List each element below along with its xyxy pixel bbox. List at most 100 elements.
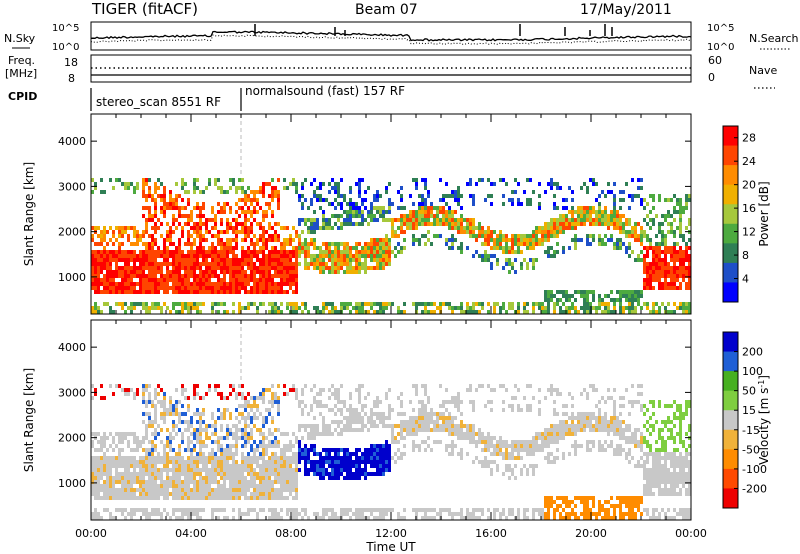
power-cell <box>463 226 466 230</box>
power-cell <box>268 226 271 230</box>
power-cell <box>199 270 202 274</box>
velocity-cell <box>226 432 229 436</box>
velocity-cell <box>238 516 241 520</box>
power-cell <box>112 310 115 314</box>
power-cell <box>295 278 298 282</box>
power-cell <box>211 266 214 270</box>
velocity-cell <box>112 480 115 484</box>
velocity-cell <box>154 468 157 472</box>
power-cell <box>343 242 346 246</box>
velocity-cell <box>160 388 163 392</box>
power-cell <box>148 206 151 210</box>
power-cell <box>682 238 685 242</box>
power-cell <box>268 302 271 306</box>
velocity-cell <box>133 492 136 496</box>
velocity-cell <box>271 420 274 424</box>
power-cell <box>157 254 160 258</box>
velocity-cell <box>184 496 187 500</box>
power-cell <box>250 270 253 274</box>
velocity-cell <box>214 496 217 500</box>
power-cell <box>103 234 106 238</box>
velocity-cell <box>370 452 373 456</box>
power-cell <box>238 302 241 306</box>
power-cell <box>631 250 634 254</box>
power-cell <box>205 266 208 270</box>
velocity-cell <box>145 516 148 520</box>
power-cell <box>328 226 331 230</box>
power-cell <box>553 206 556 210</box>
velocity-cell <box>307 432 310 436</box>
power-cell <box>106 278 109 282</box>
power-cell <box>604 194 607 198</box>
power-cell <box>199 222 202 226</box>
power-cell <box>136 270 139 274</box>
power-cell <box>154 242 157 246</box>
power-cell <box>316 194 319 198</box>
power-cell <box>532 190 535 194</box>
power-cell <box>109 282 112 286</box>
power-cell <box>442 210 445 214</box>
power-cell <box>103 254 106 258</box>
power-cell <box>325 250 328 254</box>
power-cell <box>151 218 154 222</box>
power-cell <box>220 282 223 286</box>
velocity-cell <box>358 476 361 480</box>
power-cell <box>631 234 634 238</box>
power-cell <box>244 306 247 310</box>
velocity-cell <box>178 468 181 472</box>
velocity-cell <box>325 404 328 408</box>
velocity-cell <box>253 440 256 444</box>
velocity-cell <box>169 480 172 484</box>
velocity-cell <box>283 496 286 500</box>
velocity-cell <box>109 460 112 464</box>
power-cell <box>286 262 289 266</box>
velocity-cell <box>265 448 268 452</box>
velocity-cell <box>274 516 277 520</box>
velocity-cell <box>355 508 358 512</box>
power-cell <box>202 246 205 250</box>
velocity-cell <box>214 432 217 436</box>
velocity-cell <box>94 448 97 452</box>
power-cell <box>364 258 367 262</box>
velocity-cell <box>127 432 130 436</box>
velocity-cell <box>313 436 316 440</box>
velocity-cell <box>163 452 166 456</box>
velocity-cell <box>265 488 268 492</box>
power-cell <box>670 226 673 230</box>
power-cell <box>295 190 298 194</box>
power-cell <box>586 186 589 190</box>
velocity-cell <box>391 432 394 436</box>
power-cell <box>682 266 685 270</box>
power-cell <box>526 178 529 182</box>
power-cell <box>685 282 688 286</box>
velocity-cell <box>265 492 268 496</box>
velocity-cell <box>208 452 211 456</box>
power-cell <box>274 290 277 294</box>
power-cell <box>550 230 553 234</box>
power-cell <box>457 198 460 202</box>
power-cell <box>673 302 676 306</box>
power-cell <box>367 254 370 258</box>
power-cell <box>271 246 274 250</box>
power-cell <box>616 246 619 250</box>
power-cell <box>445 214 448 218</box>
velocity-cell <box>349 396 352 400</box>
velocity-cell <box>217 492 220 496</box>
power-cell <box>400 246 403 250</box>
velocity-cell <box>439 428 442 432</box>
velocity-cell <box>109 512 112 516</box>
velocity-cell <box>349 424 352 428</box>
velocity-cell <box>202 484 205 488</box>
power-cell <box>685 250 688 254</box>
velocity-cell <box>229 428 232 432</box>
velocity-cell <box>418 416 421 420</box>
power-cell <box>652 258 655 262</box>
power-cell <box>241 306 244 310</box>
power-cell <box>292 266 295 270</box>
power-cell <box>331 178 334 182</box>
velocity-cell <box>274 492 277 496</box>
velocity-cell <box>253 396 256 400</box>
velocity-cell <box>118 508 121 512</box>
power-cell <box>349 258 352 262</box>
velocity-cell <box>283 432 286 436</box>
